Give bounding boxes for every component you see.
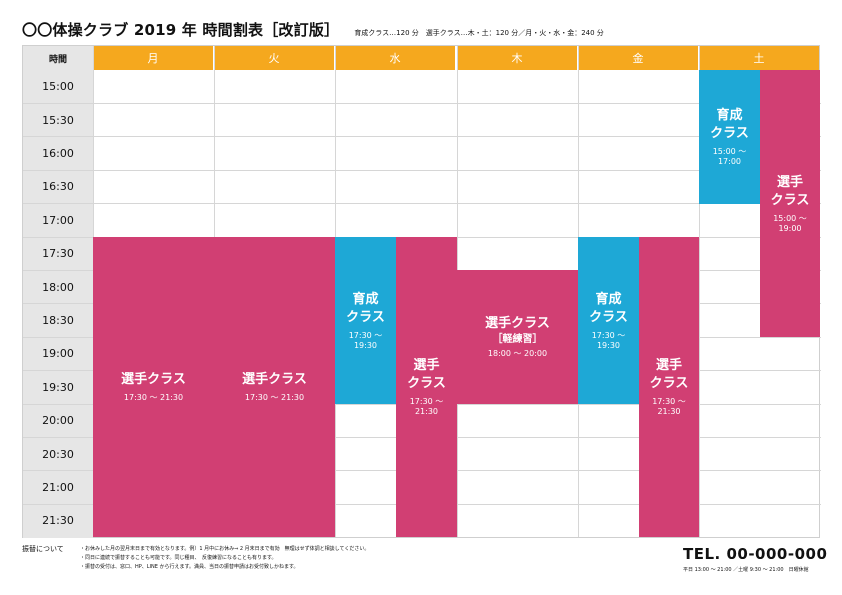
- class-block-thu-senshu: 選手クラス ［軽練習］ 18:00 ～ 20:00: [457, 270, 578, 404]
- class-name: 選手: [413, 358, 440, 373]
- class-time: 18:00 ～ 20:00: [487, 349, 548, 358]
- grid-line: [23, 170, 821, 171]
- class-block-fri-senshu: 選手 クラス 17:30 ～ 21:30: [639, 237, 699, 537]
- time-label: 15:00: [23, 70, 93, 104]
- class-name: クラス: [710, 126, 749, 141]
- time-label: 16:00: [23, 136, 93, 171]
- class-block-tue-senshu: 選手クラス 17:30 ～ 21:30: [214, 237, 335, 537]
- class-time: 21:30: [414, 407, 439, 416]
- page-title: 〇〇体操クラブ 2019 年 時間割表［改訂版］: [22, 21, 340, 39]
- opening-hours: 平日 13:00 ～ 21:00 ／土曜 9:30 ～ 21:00 日曜休館: [683, 567, 809, 573]
- class-block-sat-ikusei: 育成 クラス 15:00 ～ 17:00: [699, 70, 760, 204]
- class-name: 育成: [595, 291, 622, 307]
- grid-line: [23, 203, 821, 204]
- grid-line: [23, 136, 821, 137]
- class-name: クラス: [407, 376, 446, 391]
- day-header-sat: 土: [699, 46, 819, 70]
- note-line: ・お休みした月の翌月末日まで有効となります。例）1 月中にお休み⇒ 2 月末日ま…: [80, 546, 370, 552]
- class-time: 17:30 ～ 21:30: [123, 393, 184, 402]
- class-block-fri-ikusei: 育成 クラス 17:30 ～ 19:30: [578, 237, 639, 404]
- class-time: 17:00: [717, 157, 742, 166]
- class-time: 19:30: [353, 340, 378, 350]
- time-label: 16:30: [23, 170, 93, 204]
- grid-line: [23, 103, 821, 104]
- class-block-wed-ikusei: 育成 クラス 17:30 ～ 19:30: [335, 237, 396, 404]
- notes-lines: ・お休みした月の翌月末日まで有効となります。例）1 月中にお休み⇒ 2 月末日ま…: [80, 545, 369, 572]
- time-label: 17:30: [23, 237, 93, 271]
- class-name: 育成: [352, 291, 379, 307]
- time-label: 19:30: [23, 370, 93, 404]
- class-time: 17:30 ～: [652, 397, 686, 406]
- class-time: 17:30 ～: [348, 330, 383, 340]
- class-time: 21:30: [657, 407, 681, 416]
- day-header-wed: 水: [335, 46, 455, 70]
- phone-number: TEL. 00-000-000: [683, 545, 828, 563]
- class-name: クラス: [589, 309, 628, 325]
- class-note: ［軽練習］: [492, 334, 543, 345]
- time-label: 21:00: [23, 470, 93, 505]
- class-name: 選手クラス: [485, 316, 550, 331]
- time-label: 15:30: [23, 103, 93, 137]
- class-name: 選手: [655, 358, 682, 373]
- time-label: 21:30: [23, 504, 93, 538]
- page-header: 〇〇体操クラブ 2019 年 時間割表［改訂版］ 育成クラス…120 分 選手ク…: [22, 19, 604, 40]
- notes-label: 振替について: [22, 545, 64, 553]
- note-line: ・振替の受付は、窓口、HP、LINE から行えます。満員、当日の振替申請はお受付…: [80, 564, 299, 570]
- class-name: 選手クラス: [121, 372, 186, 387]
- class-name: クラス: [770, 192, 810, 208]
- time-label: 19:00: [23, 337, 93, 371]
- class-time: 15:00 ～: [712, 147, 747, 156]
- class-time: 17:30 ～: [591, 330, 626, 340]
- time-label: 20:30: [23, 437, 93, 471]
- class-name: 選手クラス: [242, 372, 307, 387]
- class-block-wed-senshu: 選手 クラス 17:30 ～ 21:30: [396, 237, 457, 537]
- time-label: 18:30: [23, 303, 93, 338]
- class-name: 選手: [776, 174, 803, 190]
- time-label: 18:00: [23, 270, 93, 304]
- class-name: クラス: [649, 376, 689, 391]
- class-time: 17:30 ～ 21:30: [244, 393, 305, 402]
- class-time: 15:00 ～: [773, 213, 807, 223]
- time-column-header: 時間: [23, 46, 93, 70]
- timetable: 時間 月 火 水 木 金 土 15:00 15:30 16:00 16:30 1…: [22, 45, 821, 538]
- note-line: ・同日に連続で振替することも可能です。同じ種目、 反復練習になることも有ります。: [80, 555, 277, 561]
- class-block-sat-senshu: 選手 クラス 15:00 ～ 19:00: [760, 70, 820, 337]
- time-label: 20:00: [23, 404, 93, 438]
- class-name: 育成: [716, 108, 743, 123]
- class-time: 19:30: [596, 340, 621, 350]
- class-duration-info: 育成クラス…120 分 選手クラス…木・土：120 分／月・火・水・金：240 …: [354, 29, 604, 37]
- day-header-tue: 火: [214, 46, 334, 70]
- class-block-mon-senshu: 選手クラス 17:30 ～ 21:30: [93, 237, 214, 537]
- day-header-mon: 月: [93, 46, 213, 70]
- grid-line: [699, 46, 700, 537]
- class-time: 19:00: [778, 223, 802, 233]
- day-header-fri: 金: [578, 46, 698, 70]
- day-header-thu: 木: [457, 46, 577, 70]
- time-label: 17:00: [23, 203, 93, 237]
- class-time: 17:30 ～: [409, 397, 444, 406]
- class-name: クラス: [346, 309, 385, 325]
